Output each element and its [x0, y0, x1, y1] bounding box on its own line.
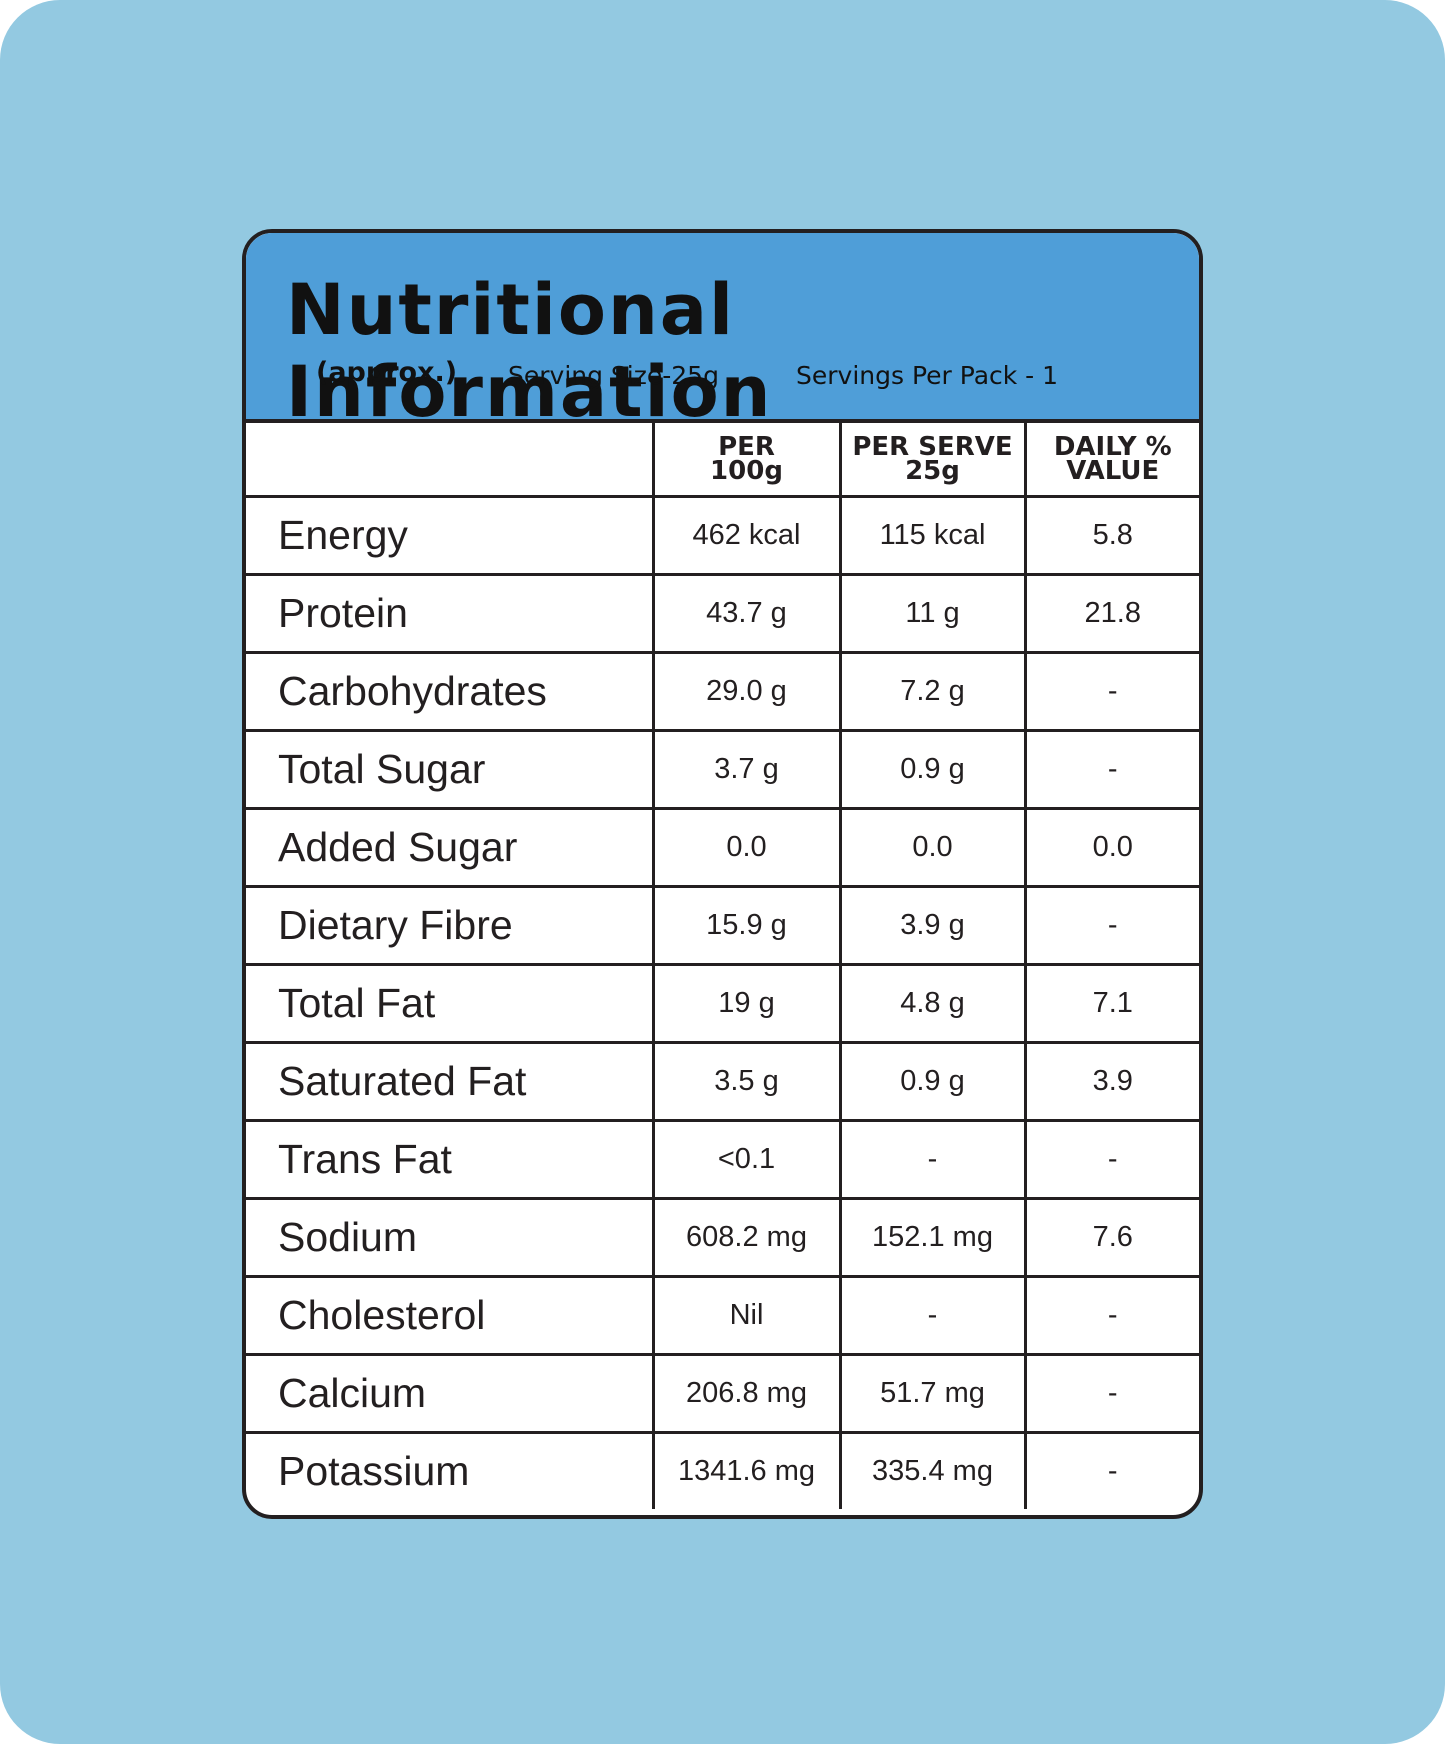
nutrient-value: 19 g	[651, 963, 842, 1044]
nutrient-value: <0.1	[651, 1119, 842, 1200]
nutrient-value: 3.9	[1023, 1041, 1199, 1122]
nutrient-value: 0.9 g	[838, 1041, 1027, 1122]
nutrient-value: 5.8	[1023, 496, 1199, 576]
nutrient-value: -	[1023, 885, 1199, 966]
nutrient-value: 206.8 mg	[651, 1353, 842, 1434]
nutrient-name: Sodium	[246, 1197, 655, 1278]
column-header-line: 25g	[905, 456, 960, 486]
column-header-line: DAILY %	[1053, 432, 1172, 462]
nutrient-value: 0.0	[838, 807, 1027, 888]
nutrient-name: Protein	[246, 573, 655, 654]
serving-size: Serving Size-25g	[508, 361, 719, 390]
nutrient-name: Added Sugar	[246, 807, 655, 888]
nutrient-row: Total Fat 19 g 4.8 g 7.1	[246, 963, 1199, 1044]
nutrient-value: 7.2 g	[838, 651, 1027, 732]
nutrient-name: Dietary Fibre	[246, 885, 655, 966]
nutrient-value: 51.7 mg	[838, 1353, 1027, 1434]
nutrient-value: 462 kcal	[651, 496, 842, 576]
header: Nutritional Information (approx.) Servin…	[246, 233, 1199, 433]
nutrient-row: Calcium 206.8 mg 51.7 mg -	[246, 1353, 1199, 1434]
nutrient-value: 115 kcal	[838, 496, 1027, 576]
nutrient-value: -	[1023, 651, 1199, 732]
column-header: PER SERVE 25g	[838, 423, 1027, 498]
nutrient-value: 3.5 g	[651, 1041, 842, 1122]
nutrient-row: Dietary Fibre 15.9 g 3.9 g-	[246, 885, 1199, 966]
nutrition-card: Nutritional Information (approx.) Servin…	[242, 229, 1203, 1519]
nutrient-row: Carbohydrates 29.0 g 7.2 g-	[246, 651, 1199, 732]
nutrient-value: 4.8 g	[838, 963, 1027, 1044]
nutrient-name: Saturated Fat	[246, 1041, 655, 1122]
nutrient-row: Trans Fat <0.1- -	[246, 1119, 1199, 1200]
nutrient-value: -	[1023, 1275, 1199, 1356]
nutrient-name: Calcium	[246, 1353, 655, 1434]
nutrient-value: 3.9 g	[838, 885, 1027, 966]
nutrient-row: Protein 43.7 g 11 g 21.8	[246, 573, 1199, 654]
header-row: PER 100g PER SERVE 25g DAILY % VALUE	[246, 423, 1199, 498]
nutrient-value: 21.8	[1023, 573, 1199, 654]
empty-header	[246, 423, 655, 498]
nutrient-value: 3.7 g	[651, 729, 842, 810]
nutrient-name: Carbohydrates	[246, 651, 655, 732]
nutrient-value: 0.0	[651, 807, 842, 888]
nutrient-value: 7.1	[1023, 963, 1199, 1044]
nutrient-name: Cholesterol	[246, 1275, 655, 1356]
nutrient-value: -	[1023, 729, 1199, 810]
servings-per-pack: Servings Per Pack - 1	[796, 361, 1059, 390]
nutrient-value: -	[838, 1275, 1027, 1356]
column-header-line: 100g	[710, 456, 783, 486]
nutrient-value: 0.0	[1023, 807, 1199, 888]
column-header: DAILY % VALUE	[1023, 423, 1199, 498]
nutrient-value: -	[1023, 1119, 1199, 1200]
title: Nutritional Information	[286, 269, 773, 433]
nutrient-row: Energy 462 kcal 115 kcal 5.8	[246, 496, 1199, 576]
nutrient-row: Saturated Fat 3.5 g 0.9 g 3.9	[246, 1041, 1199, 1122]
column-header-line: VALUE	[1066, 456, 1160, 486]
note: (approx.)	[316, 357, 458, 388]
nutrient-value: 11 g	[838, 573, 1027, 654]
column-header-line: PER SERVE	[852, 432, 1013, 462]
nutrient-name: Total Sugar	[246, 729, 655, 810]
nutrient-row: Potassium 1341.6 mg 335.4 mg -	[246, 1431, 1199, 1509]
nutrient-row: Sodium 608.2 mg 152.1 mg 7.6	[246, 1197, 1199, 1278]
nutrient-value: 43.7 g	[651, 573, 842, 654]
nutrient-value: -	[1023, 1431, 1199, 1509]
nutrient-value: 608.2 mg	[651, 1197, 842, 1278]
nutrient-row: Added Sugar 0.0 0.0 0.0	[246, 807, 1199, 888]
nutrient-value: 0.9 g	[838, 729, 1027, 810]
nutrient-value: 1341.6 mg	[651, 1431, 842, 1509]
nutrient-name: Trans Fat	[246, 1119, 655, 1200]
nutrient-value: -	[838, 1119, 1027, 1200]
nutrient-value: 29.0 g	[651, 651, 842, 732]
nutrient-row: Cholesterol Nil - -	[246, 1275, 1199, 1356]
nutrient-name: Potassium	[246, 1431, 655, 1509]
nutrient-value: 15.9 g	[651, 885, 842, 966]
column-header: PER 100g	[651, 423, 842, 498]
nutrient-name: Total Fat	[246, 963, 655, 1044]
nutrition-table: PER 100g PER SERVE 25g DAILY % VALUE Energy 46…	[246, 423, 1199, 1509]
nutrient-value: -	[1023, 1353, 1199, 1434]
nutrient-row: Total Sugar 3.7 g 0.9 g-	[246, 729, 1199, 810]
nutrient-value: 335.4 mg	[838, 1431, 1027, 1509]
nutrient-name: Energy	[246, 496, 655, 576]
nutrient-value: Nil	[651, 1275, 842, 1356]
column-header-line: PER	[718, 432, 775, 462]
nutrient-value: 7.6	[1023, 1197, 1199, 1278]
nutrient-value: 152.1 mg	[838, 1197, 1027, 1278]
